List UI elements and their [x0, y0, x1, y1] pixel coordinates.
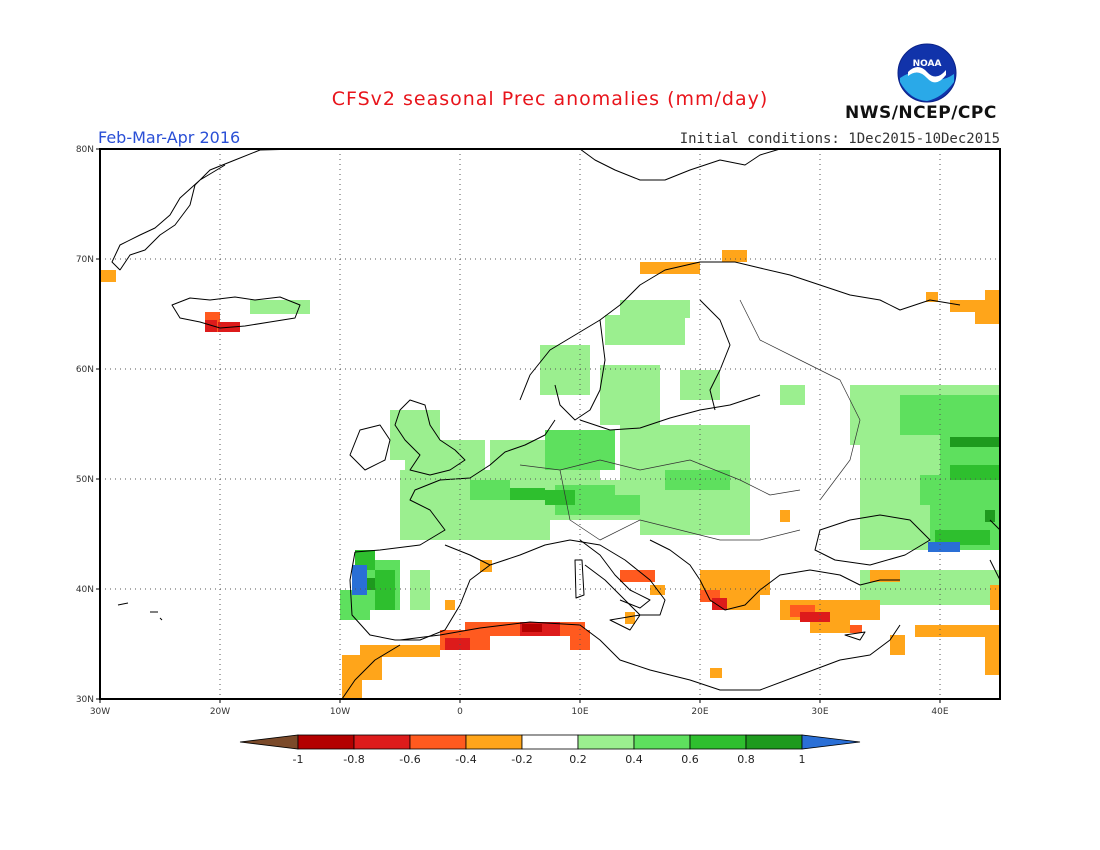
colorbar-label: 0.2 [569, 753, 587, 766]
lon-label: 30E [811, 707, 828, 717]
colorbar-label: 0.8 [737, 753, 755, 766]
lon-label: 20W [210, 707, 230, 717]
lat-label: 50N [76, 475, 94, 485]
lon-label: 30W [90, 707, 110, 717]
colorbar-swatch [633, 734, 691, 750]
anomaly-cells [100, 149, 1000, 699]
lat-label: 60N [76, 365, 94, 375]
lon-label: 20E [691, 707, 708, 717]
lat-label: 70N [76, 255, 94, 265]
lat-label: 80N [76, 145, 94, 155]
colorbar-swatch [353, 734, 411, 750]
graticule [100, 149, 1000, 699]
colorbar-label: -0.4 [455, 753, 476, 766]
colorbar-label: -0.6 [399, 753, 420, 766]
colorbar-label: 0.4 [625, 753, 643, 766]
noaa-logo-icon: NOAA [897, 43, 957, 103]
colorbar-high-triangle [801, 734, 861, 750]
lon-label: 10W [330, 707, 350, 717]
colorbar-swatch [689, 734, 747, 750]
forecast-period: Feb-Mar-Apr 2016 [98, 128, 241, 147]
colorbar-label: -0.8 [343, 753, 364, 766]
colorbar-swatch [409, 734, 467, 750]
colorbar-swatch [465, 734, 523, 750]
latitude-labels: 80N 70N 60N 50N 40N 30N [76, 145, 100, 705]
map-frame [99, 148, 1001, 700]
colorbar-label: 0.6 [681, 753, 699, 766]
longitude-labels: 30W 20W 10W 0 10E 20E 30E 40E [90, 699, 949, 717]
svg-text:NOAA: NOAA [913, 59, 942, 69]
colorbar-low-triangle [239, 734, 299, 750]
lon-label: 0 [457, 707, 463, 717]
agency-label: NWS/NCEP/CPC [845, 103, 997, 123]
colorbar: -1 -0.8 -0.6 -0.4 -0.2 0.2 0.4 0.6 0.8 1 [239, 734, 861, 766]
initial-conditions: Initial conditions: 1Dec2015-10Dec2015 [679, 131, 1000, 147]
colorbar-swatch [297, 734, 355, 750]
lon-label: 40E [931, 707, 948, 717]
colorbar-swatch [521, 734, 579, 750]
lat-label: 30N [76, 695, 94, 705]
colorbar-swatch [577, 734, 635, 750]
colorbar-label: -1 [293, 753, 304, 766]
colorbar-label: 1 [799, 753, 806, 766]
lat-label: 40N [76, 585, 94, 595]
lon-label: 10E [571, 707, 588, 717]
map-title: CFSv2 seasonal Prec anomalies (mm/day) [331, 88, 769, 110]
colorbar-label: -0.2 [511, 753, 532, 766]
colorbar-swatch [745, 734, 803, 750]
